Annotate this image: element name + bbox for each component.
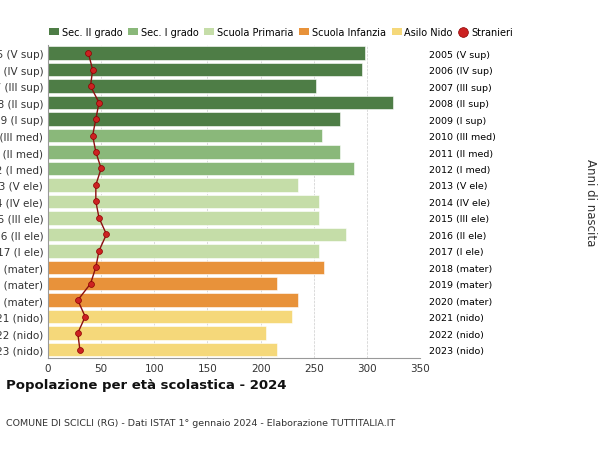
Point — [83, 50, 93, 58]
Bar — [48, 245, 319, 258]
Text: Popolazione per età scolastica - 2024: Popolazione per età scolastica - 2024 — [6, 379, 287, 392]
Bar — [48, 146, 340, 159]
Text: COMUNE DI SCICLI (RG) - Dati ISTAT 1° gennaio 2024 - Elaborazione TUTTITALIA.IT: COMUNE DI SCICLI (RG) - Dati ISTAT 1° ge… — [6, 418, 395, 427]
Point — [91, 116, 101, 123]
Point — [75, 346, 85, 353]
Point — [91, 198, 101, 206]
Point — [73, 297, 83, 304]
Bar — [48, 310, 292, 324]
Bar — [48, 343, 277, 357]
Point — [88, 133, 97, 140]
Bar — [48, 195, 319, 209]
Point — [86, 83, 95, 90]
Bar — [48, 261, 325, 274]
Bar — [48, 129, 322, 143]
Point — [94, 247, 104, 255]
Point — [94, 100, 104, 107]
Bar — [48, 64, 362, 77]
Point — [97, 165, 106, 173]
Bar — [48, 113, 340, 127]
Bar — [48, 179, 298, 192]
Point — [80, 313, 90, 321]
Bar — [48, 80, 316, 94]
Bar — [48, 327, 266, 340]
Point — [101, 231, 111, 239]
Text: Anni di nascita: Anni di nascita — [584, 158, 597, 246]
Point — [91, 264, 101, 271]
Bar — [48, 212, 319, 225]
Point — [88, 67, 97, 74]
Point — [91, 182, 101, 189]
Bar — [48, 97, 394, 110]
Point — [91, 149, 101, 157]
Bar — [48, 277, 277, 291]
Point — [86, 280, 95, 288]
Point — [73, 330, 83, 337]
Bar — [48, 294, 298, 307]
Bar — [48, 162, 354, 176]
Legend: Sec. II grado, Sec. I grado, Scuola Primaria, Scuola Infanzia, Asilo Nido, Stran: Sec. II grado, Sec. I grado, Scuola Prim… — [49, 28, 513, 38]
Bar — [48, 228, 346, 241]
Point — [94, 215, 104, 222]
Bar — [48, 47, 365, 61]
